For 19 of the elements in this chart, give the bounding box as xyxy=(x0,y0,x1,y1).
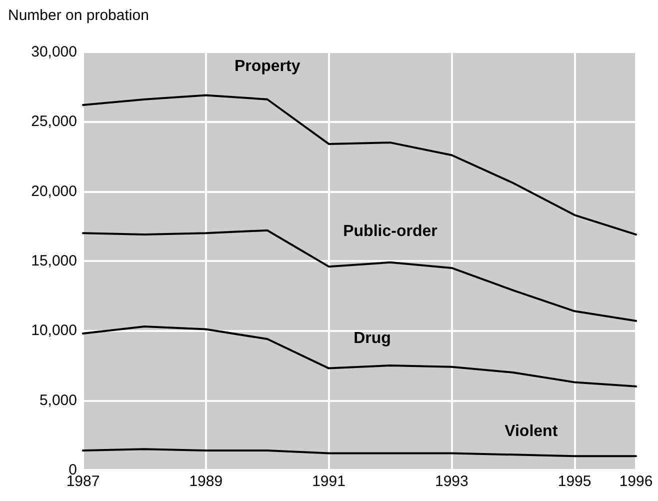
x-tick-label: 1993 xyxy=(434,473,468,490)
x-tick-label: 1995 xyxy=(558,473,592,490)
y-tick-label: 10,000 xyxy=(31,322,77,340)
x-tick-label: 1991 xyxy=(312,473,346,490)
series-label: Public-order xyxy=(343,222,438,240)
y-axis-title: Number on probation xyxy=(8,7,149,24)
y-tick-label: 25,000 xyxy=(31,113,77,130)
y-tick-label: 5,000 xyxy=(39,392,77,409)
x-tick-label: 1989 xyxy=(189,473,223,490)
y-tick-label: 20,000 xyxy=(31,182,77,200)
line-series xyxy=(82,448,637,458)
series-label: Violent xyxy=(504,423,558,440)
series-label: Drug xyxy=(354,330,391,347)
y-tick-label: 15,000 xyxy=(31,252,77,270)
x-tick-label: 1996 xyxy=(619,473,653,490)
line-series xyxy=(82,325,637,388)
y-tick-label: 30,000 xyxy=(31,44,77,60)
line-series xyxy=(82,94,637,236)
series-label: Property xyxy=(234,58,300,75)
